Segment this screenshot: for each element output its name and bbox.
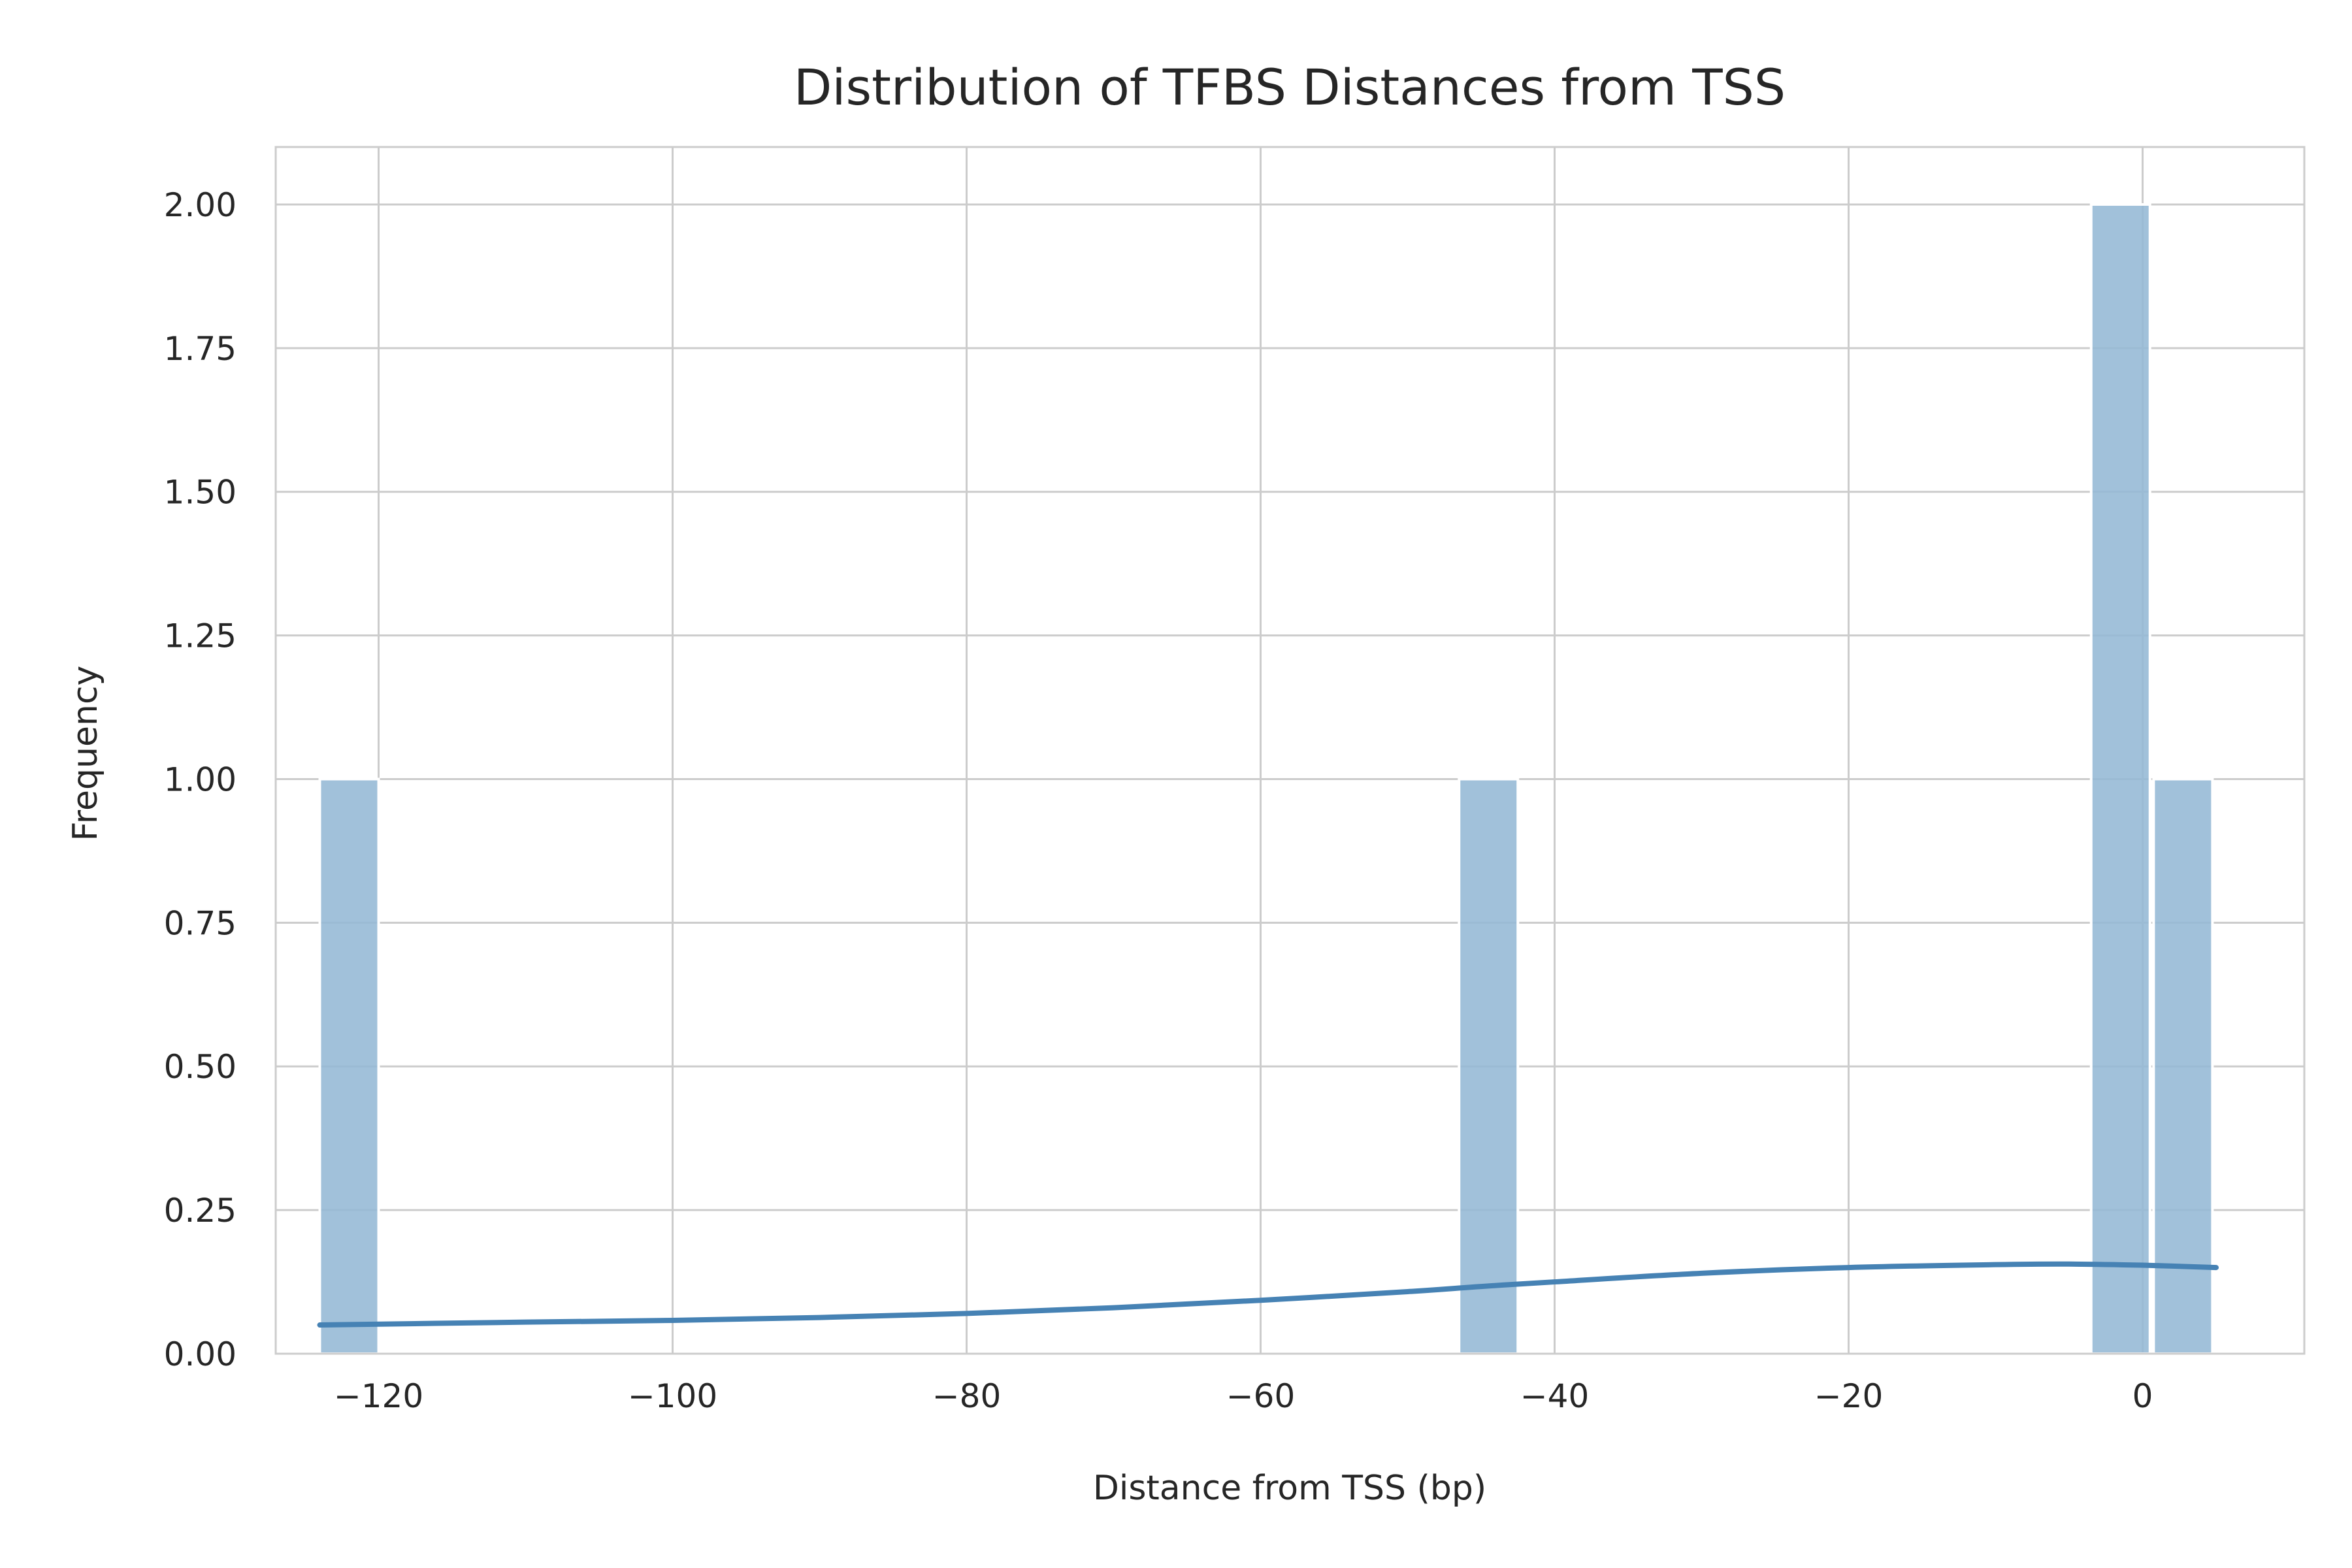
- histogram-bar: [318, 777, 380, 1355]
- histogram-bar: [2152, 777, 2214, 1355]
- histogram-bar: [2089, 203, 2151, 1355]
- histogram-bar: [1458, 777, 1520, 1355]
- y-tick-label: 0.25: [164, 1192, 237, 1230]
- y-tick-label: 1.00: [164, 760, 237, 798]
- kde-curve: [317, 1261, 2219, 1328]
- x-tick-labels: −120 −100 −80 −60 −40 −20 0: [334, 1377, 2153, 1415]
- y-tick-label: 1.25: [164, 617, 237, 655]
- y-tick-label: 0.50: [164, 1048, 237, 1086]
- y-tick-label: 1.50: [164, 474, 237, 512]
- x-tick-label: 0: [2132, 1377, 2153, 1415]
- x-axis-label: Distance from TSS (bp): [1093, 1469, 1486, 1508]
- y-axis-label: Frequency: [66, 666, 105, 841]
- x-tick-label: −40: [1520, 1377, 1590, 1415]
- x-tick-label: −100: [628, 1377, 717, 1415]
- y-tick-labels: 0.00 0.25 0.50 0.75 1.00 1.25 1.50 1.75 2.00: [164, 186, 237, 1373]
- histogram-bars: [318, 203, 2214, 1355]
- x-tick-label: −60: [1226, 1377, 1296, 1415]
- x-tick-label: −120: [334, 1377, 423, 1415]
- x-tick-label: −20: [1814, 1377, 1884, 1415]
- chart-title: Distribution of TFBS Distances from TSS: [794, 58, 1786, 116]
- y-tick-label: 0.75: [164, 904, 237, 942]
- plot-area-frame: [274, 146, 2306, 1355]
- y-tick-label: 0.00: [164, 1335, 237, 1373]
- kde-curve-layer: [317, 1261, 2219, 1328]
- y-tick-label: 1.75: [164, 330, 237, 368]
- y-tick-label: 2.00: [164, 186, 237, 224]
- x-tick-label: −80: [932, 1377, 1002, 1415]
